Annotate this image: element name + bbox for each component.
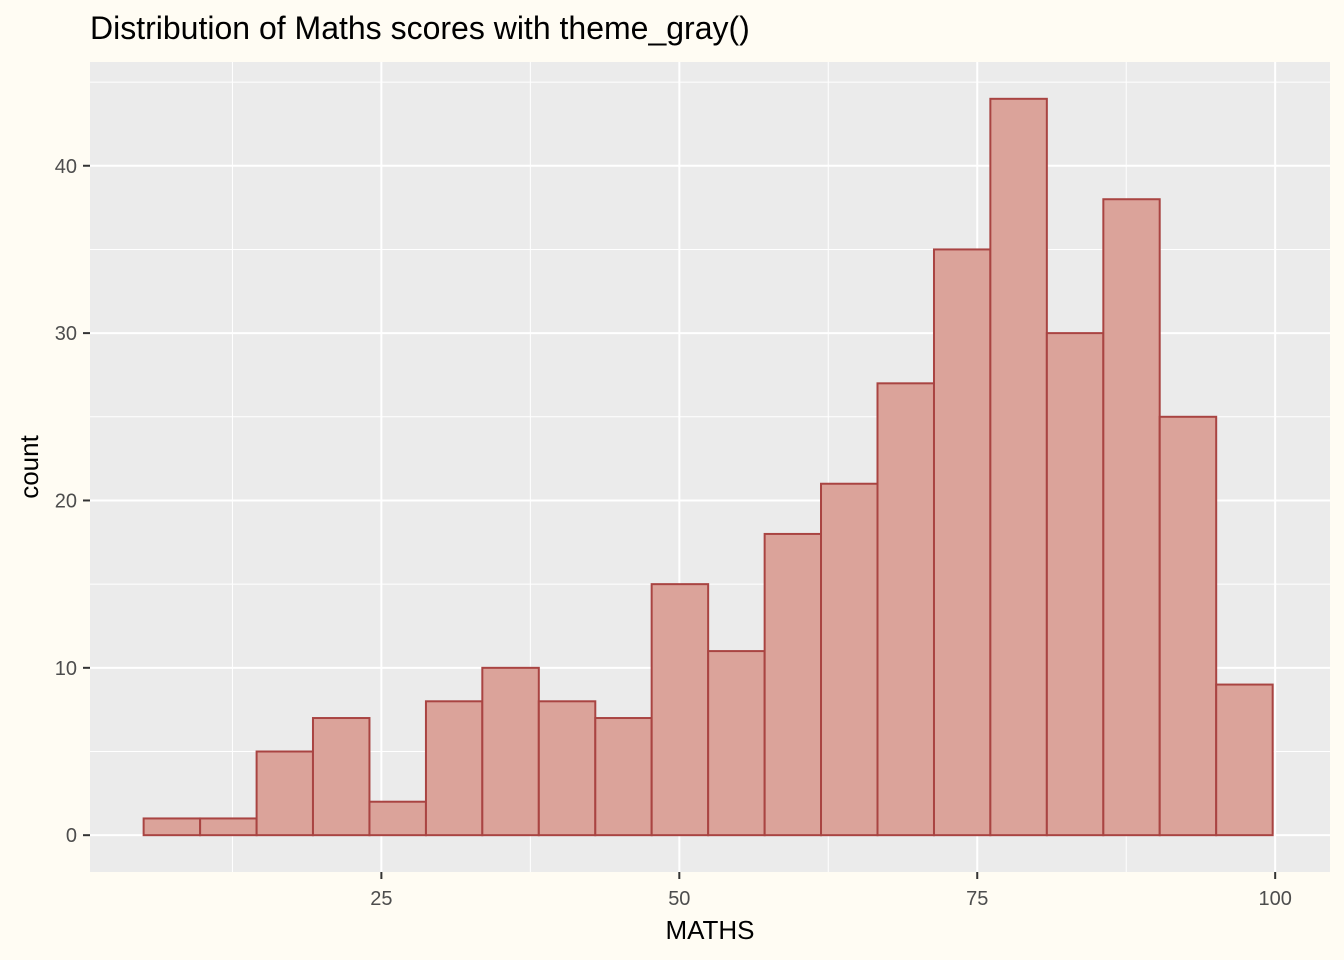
histogram-bar [537,700,597,837]
histogram-bar [820,482,879,837]
histogram-bar [932,248,992,837]
y-tick-label: 30 [55,323,77,345]
y-tick-label: 10 [55,658,77,680]
histogram-bar [1158,415,1218,837]
histogram-bar [594,717,653,837]
histogram-bar [1102,198,1161,837]
histogram-bar [142,817,202,837]
histogram-bars [142,97,1274,837]
histogram-bar [1215,683,1274,837]
chart-title: Distribution of Maths scores with theme_… [90,10,750,46]
x-tick-label: 25 [370,888,392,910]
y-tick-label: 20 [55,490,77,512]
histogram-bar [876,382,935,837]
axis-ticks [83,164,1277,879]
histogram-bar [650,583,710,837]
histogram-bar [989,97,1048,837]
y-axis-title: count [14,434,44,498]
x-axis-tick-labels: 25 50 75 100 [370,888,1292,910]
histogram-bar [368,800,427,837]
y-tick-label: 40 [55,156,77,178]
histogram-bar [481,666,540,837]
x-tick-label: 75 [966,888,988,910]
y-axis-tick-labels: 0 10 20 30 40 [55,156,77,847]
histogram-bar [199,817,258,837]
x-tick-label: 50 [668,888,690,910]
histogram-bar [424,700,484,837]
x-tick-label: 100 [1258,888,1291,910]
histogram-bar [707,650,766,837]
histogram-bar [255,750,314,837]
x-axis-title: MATHS [665,915,754,945]
histogram-bar [763,532,823,837]
y-tick-label: 0 [66,825,77,847]
histogram-bar [1045,332,1105,837]
histogram-bar [311,717,371,837]
